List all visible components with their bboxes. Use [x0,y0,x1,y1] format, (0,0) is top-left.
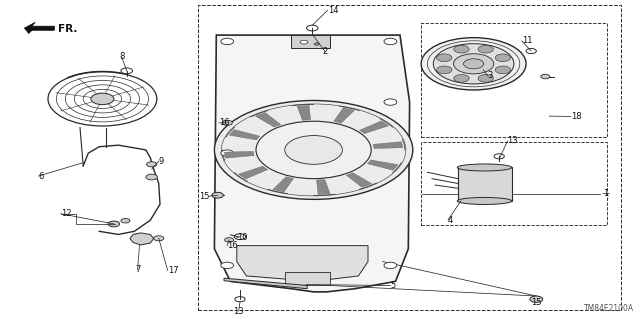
Text: 4: 4 [448,216,453,225]
Circle shape [222,120,232,125]
Polygon shape [214,35,410,292]
Circle shape [300,40,308,44]
Circle shape [453,54,494,74]
Polygon shape [317,180,330,194]
Circle shape [384,38,397,45]
Circle shape [436,54,452,62]
Bar [198,5,621,310]
Circle shape [154,236,164,241]
Ellipse shape [458,197,512,204]
Circle shape [146,174,157,180]
Circle shape [433,44,514,84]
Text: 14: 14 [328,6,338,15]
Text: 2: 2 [323,47,328,56]
Text: TM84E2100A: TM84E2100A [584,304,634,313]
Circle shape [256,121,371,179]
Circle shape [495,66,511,74]
Bar [421,142,607,225]
Bar [291,35,330,48]
Bar [285,272,330,285]
Polygon shape [297,106,310,120]
Text: 12: 12 [61,209,71,218]
Circle shape [121,219,130,223]
Polygon shape [255,113,281,127]
Circle shape [285,136,342,164]
Bar [458,167,512,201]
Polygon shape [273,177,294,192]
Polygon shape [239,166,268,179]
Circle shape [108,221,120,227]
Circle shape [530,296,543,302]
Text: 10: 10 [237,233,247,242]
Circle shape [147,162,157,167]
Circle shape [541,74,550,79]
Polygon shape [360,121,388,134]
Text: 16: 16 [227,241,238,250]
Circle shape [495,54,511,62]
Circle shape [436,66,452,74]
Polygon shape [225,152,254,158]
Text: 15: 15 [199,192,209,201]
Circle shape [314,43,319,45]
Text: 17: 17 [168,266,179,275]
Circle shape [463,59,484,69]
Text: 8: 8 [119,52,124,61]
Circle shape [478,45,493,53]
Polygon shape [333,108,355,123]
Circle shape [221,150,234,156]
Circle shape [384,99,397,105]
Polygon shape [346,173,372,187]
Bar [421,23,607,137]
Text: 13: 13 [234,307,244,315]
Polygon shape [24,22,54,33]
Text: 1: 1 [603,189,608,198]
Text: 13: 13 [508,137,518,145]
Polygon shape [229,130,260,140]
Circle shape [91,93,114,105]
Circle shape [454,45,469,53]
Polygon shape [237,246,368,281]
Polygon shape [367,160,398,170]
Text: 3: 3 [488,71,493,80]
Text: 5: 5 [390,281,396,290]
Circle shape [225,238,234,242]
Text: 7: 7 [135,265,140,274]
Circle shape [421,38,526,90]
Text: 11: 11 [522,36,532,45]
Polygon shape [373,142,403,148]
Text: 6: 6 [38,172,44,181]
Text: 18: 18 [571,112,582,121]
Circle shape [384,262,397,269]
Circle shape [478,75,493,82]
Text: 15: 15 [531,298,541,307]
Circle shape [214,100,413,199]
Polygon shape [130,233,154,245]
Circle shape [221,262,234,269]
Circle shape [454,75,469,82]
Text: FR.: FR. [58,24,77,34]
Ellipse shape [458,164,512,171]
Text: 9: 9 [159,157,164,166]
Text: 16: 16 [219,118,230,127]
Polygon shape [224,278,307,289]
Circle shape [221,38,234,45]
Circle shape [212,192,223,198]
